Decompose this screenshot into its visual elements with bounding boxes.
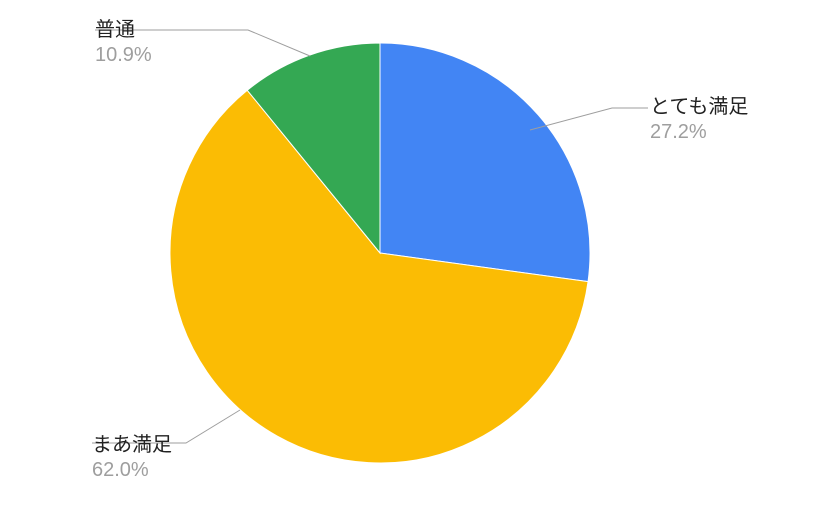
slice-label-neutral: 普通 10.9% (95, 18, 152, 68)
slice-label-pct: 62.0% (92, 458, 172, 483)
slice-label-text: とても満足 (650, 95, 748, 120)
slice-label-pct: 27.2% (650, 120, 748, 145)
slice-label-somewhat-satisfied: まあ満足 62.0% (92, 433, 172, 483)
slice-label-very-satisfied: とても満足 27.2% (650, 95, 748, 145)
slice-label-text: 普通 (95, 18, 152, 43)
pie-slice (380, 43, 590, 282)
pie-chart: とても満足 27.2% まあ満足 62.0% 普通 10.9% (0, 0, 840, 506)
slice-label-pct: 10.9% (95, 43, 152, 68)
slice-label-text: まあ満足 (92, 433, 172, 458)
pie-chart-svg (0, 0, 840, 506)
